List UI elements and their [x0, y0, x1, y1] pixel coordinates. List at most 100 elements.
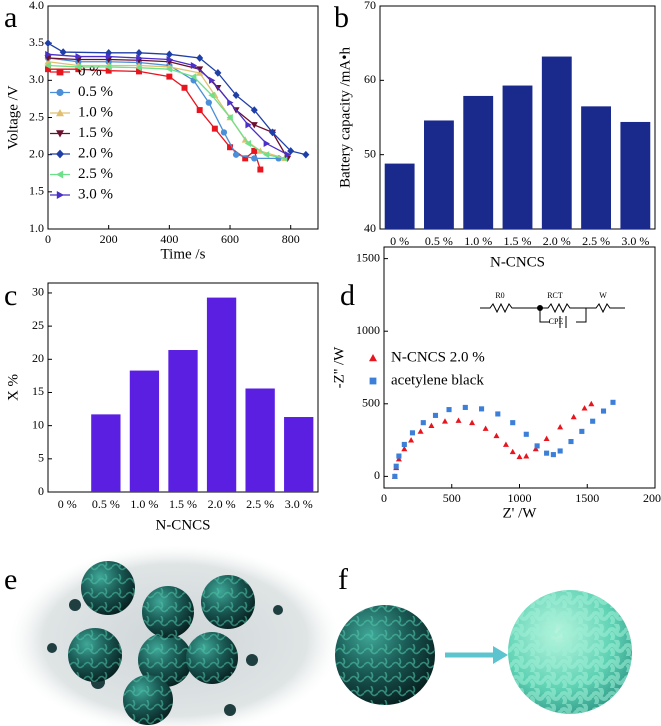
marker [226, 114, 233, 121]
illustration-f [335, 590, 632, 714]
y-tick-label: 3.5 [29, 35, 44, 49]
marker [570, 413, 577, 420]
y-tick-label: 1500 [356, 250, 380, 264]
x-axis-label: N-CNCS [490, 254, 545, 270]
legend-label: 2.0 % [78, 145, 113, 161]
y-tick-label: 10 [32, 417, 44, 431]
series-line [47, 42, 307, 156]
bar [384, 163, 415, 229]
marker [165, 65, 173, 73]
marker [205, 99, 212, 106]
legend-marker [56, 170, 64, 179]
x-tick-label: 0.5 % [92, 497, 120, 511]
marker [209, 76, 216, 84]
circuit-label: W [599, 291, 607, 300]
x-tick-label: 1.0 % [130, 497, 158, 511]
marker [408, 437, 415, 443]
marker [543, 435, 550, 442]
x-tick-label: 800 [282, 232, 300, 246]
marker [250, 122, 258, 129]
x-tick-label: 1.5 % [504, 234, 532, 248]
y-axis-label: Voltage /V [5, 85, 21, 149]
x-tick-label: 3.0 % [621, 234, 649, 248]
y-tick-label: 4.0 [29, 0, 44, 12]
y-tick-label: 1.0 [29, 221, 44, 235]
marker [244, 140, 252, 148]
y-tick-label: 50 [364, 146, 376, 160]
y-tick-label: 5 [38, 451, 44, 465]
marker [557, 448, 563, 454]
marker [136, 68, 142, 75]
marker [136, 54, 143, 62]
x-tick-label: 1.5 % [169, 497, 197, 511]
marker [75, 66, 82, 73]
circuit-label: CPE [549, 317, 564, 326]
circuit-wire [480, 302, 625, 328]
bar [129, 370, 160, 492]
y-tick-label: 70 [364, 0, 376, 12]
marker [245, 121, 252, 129]
marker [534, 443, 540, 449]
marker [393, 463, 399, 469]
marker [287, 147, 295, 155]
x-tick-label: 0 % [58, 497, 77, 511]
x-tick-label: 2.0 % [543, 234, 571, 248]
circuit-label: R0 [495, 291, 504, 300]
marker [105, 67, 112, 74]
panel-letter: d [340, 279, 355, 312]
marker [45, 50, 52, 58]
circuit-node [537, 305, 543, 311]
marker [469, 419, 476, 426]
y-axis-label: Battery capacity /mA•h [337, 46, 353, 188]
x-tick-label: 0.5 % [425, 234, 453, 248]
legend-label: acetylene black [391, 372, 484, 388]
bar [620, 121, 651, 229]
marker [600, 408, 607, 414]
marker [557, 424, 564, 430]
marker [401, 445, 408, 452]
bar [245, 388, 275, 492]
x-axis-label: Time /s [161, 246, 206, 262]
legend-marker [56, 191, 64, 199]
marker [165, 50, 173, 59]
marker [396, 453, 402, 459]
marker [610, 399, 616, 405]
legend-marker [369, 354, 377, 362]
y-tick-label: 1000 [356, 323, 380, 337]
y-tick-label: 500 [362, 396, 380, 410]
legend-label: 3.0 % [78, 186, 113, 202]
marker [227, 99, 234, 107]
marker [550, 452, 556, 458]
bar [284, 417, 314, 492]
x-tick-label: 1000 [508, 491, 532, 505]
y-tick-label: 30 [32, 285, 44, 299]
marker [190, 73, 197, 81]
marker [482, 425, 489, 431]
marker [45, 66, 51, 73]
marker [455, 417, 462, 423]
x-tick-label: 400 [160, 232, 178, 246]
x-tick-label: 0 [45, 232, 51, 246]
marker [302, 150, 310, 159]
marker [409, 430, 416, 436]
x-tick-label: 2.5 % [582, 234, 610, 248]
marker [502, 441, 509, 447]
panel-letter: a [4, 1, 17, 34]
marker [581, 405, 588, 411]
marker [495, 411, 501, 417]
y-tick-label: 0 [38, 484, 44, 498]
marker [544, 450, 550, 456]
circuit-label: RCT [547, 291, 563, 300]
marker [263, 140, 270, 148]
marker [214, 69, 222, 77]
x-axis-label: Z' /W [503, 505, 538, 521]
illustration-e [10, 545, 340, 726]
bar [168, 350, 198, 492]
marker [432, 412, 439, 418]
legend-label: 1.5 % [78, 125, 113, 141]
marker [284, 151, 292, 159]
marker [509, 448, 516, 455]
marker [417, 428, 424, 434]
marker [105, 53, 113, 61]
legend-marker [56, 149, 64, 159]
